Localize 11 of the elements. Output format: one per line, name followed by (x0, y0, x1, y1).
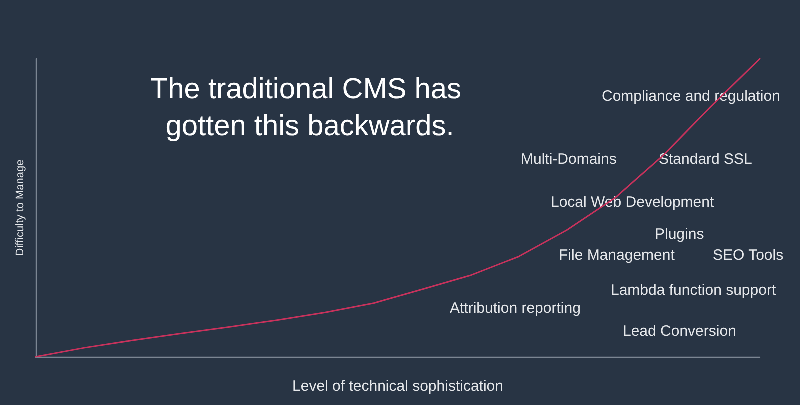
annotation: Plugins (655, 226, 704, 243)
text: The traditional CMS has gotten this backwards. (150, 74, 470, 142)
annotation: SEO Tools (713, 247, 784, 264)
y-axis-title: Difficulty to Manage (14, 160, 26, 256)
annotation: Lead Conversion (623, 323, 736, 340)
annotation: Standard SSL (659, 151, 752, 168)
annotation: Multi-Domains (521, 151, 617, 168)
annotation: Lambda function support (611, 282, 777, 299)
annotation: Attribution reporting (450, 300, 581, 317)
annotation: File Management (559, 247, 676, 264)
x-axis-title: Level of technical sophistication (292, 378, 504, 395)
